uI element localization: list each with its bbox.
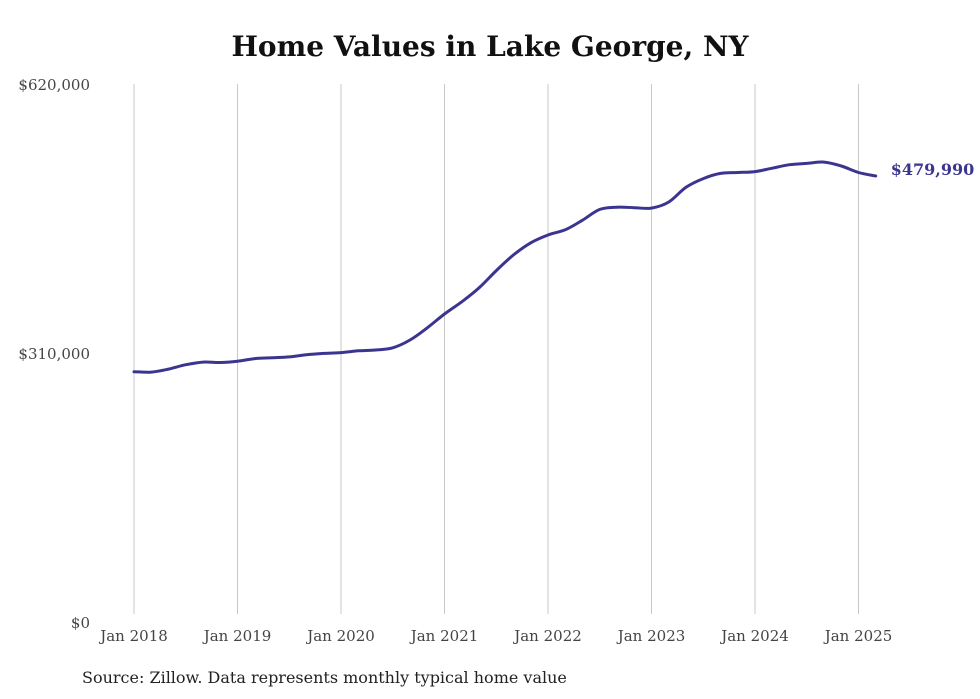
x-tick-label: Jan 2022 <box>512 627 582 645</box>
y-tick-label: $310,000 <box>18 345 90 363</box>
x-tick-label: Jan 2021 <box>409 627 479 645</box>
chart-title: Home Values in Lake George, NY <box>231 30 749 63</box>
x-tick-label: Jan 2019 <box>202 627 272 645</box>
line-chart: $0$310,000$620,000 Jan 2018 Jan 2019 Jan 2… <box>18 76 975 645</box>
series-line <box>132 160 878 374</box>
y-tick-label: $0 <box>71 614 90 632</box>
x-tick-label: Jan 2024 <box>719 627 789 645</box>
x-tick-label: Jan 2023 <box>616 627 686 645</box>
gridlines <box>133 84 859 614</box>
y-axis-ticks: $0 $310,000 $620,000 <box>18 76 90 632</box>
source-note: Source: Zillow. Data represents monthly … <box>82 668 567 687</box>
series-layer: $479,990 <box>132 160 975 374</box>
x-axis-ticks: Jan 2018 Jan 2019 Jan 2020 Jan 2021 Jan 2022… <box>98 627 892 645</box>
x-tick-label: Jan 2020 <box>305 627 375 645</box>
x-tick-label: Jan 2018 <box>98 627 168 645</box>
x-tick-label: Jan 2025 <box>823 627 893 645</box>
y-tick-label: $620,000 <box>18 76 90 94</box>
end-value-label: $479,990 <box>891 160 975 179</box>
